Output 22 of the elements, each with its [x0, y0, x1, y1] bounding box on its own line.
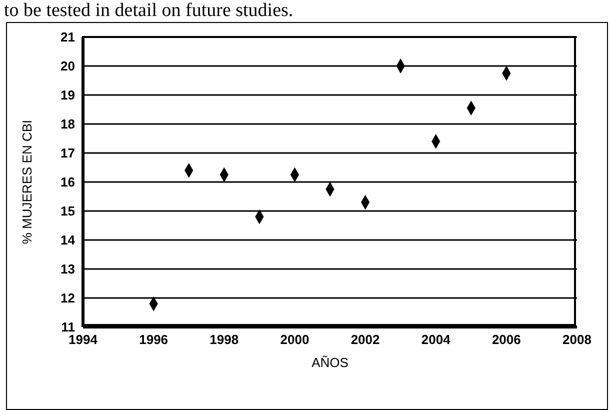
y-tick-label: 12	[60, 290, 75, 306]
y-tick-label: 18	[60, 116, 75, 132]
x-tick-label: 2004	[421, 332, 452, 348]
x-tick-label: 1998	[210, 332, 239, 348]
x-tick-label: 1994	[68, 332, 98, 348]
text: to be tested in detail on future studies.	[4, 0, 294, 21]
x-axis-title: AÑOS	[312, 355, 349, 370]
y-tick-label: 13	[60, 262, 75, 277]
y-tick-label: 19	[60, 88, 75, 103]
x-tick-label: 2000	[280, 332, 310, 348]
y-axis-title: % MUJERES EN CBI	[20, 120, 35, 244]
x-tick-label: 2008	[562, 332, 592, 348]
y-tick-label: 15	[60, 204, 75, 219]
y-tick-label: 14	[60, 232, 76, 248]
x-tick-label: 1996	[139, 332, 168, 348]
y-tick-label: 16	[60, 174, 75, 190]
y-tick-label: 21	[60, 30, 75, 45]
x-tick-label: 2002	[350, 332, 380, 348]
y-tick-label: 20	[60, 58, 75, 74]
y-tick-label: 17	[60, 146, 75, 161]
y-tick-label: 11	[61, 320, 75, 335]
x-tick-label: 2006	[492, 332, 521, 348]
